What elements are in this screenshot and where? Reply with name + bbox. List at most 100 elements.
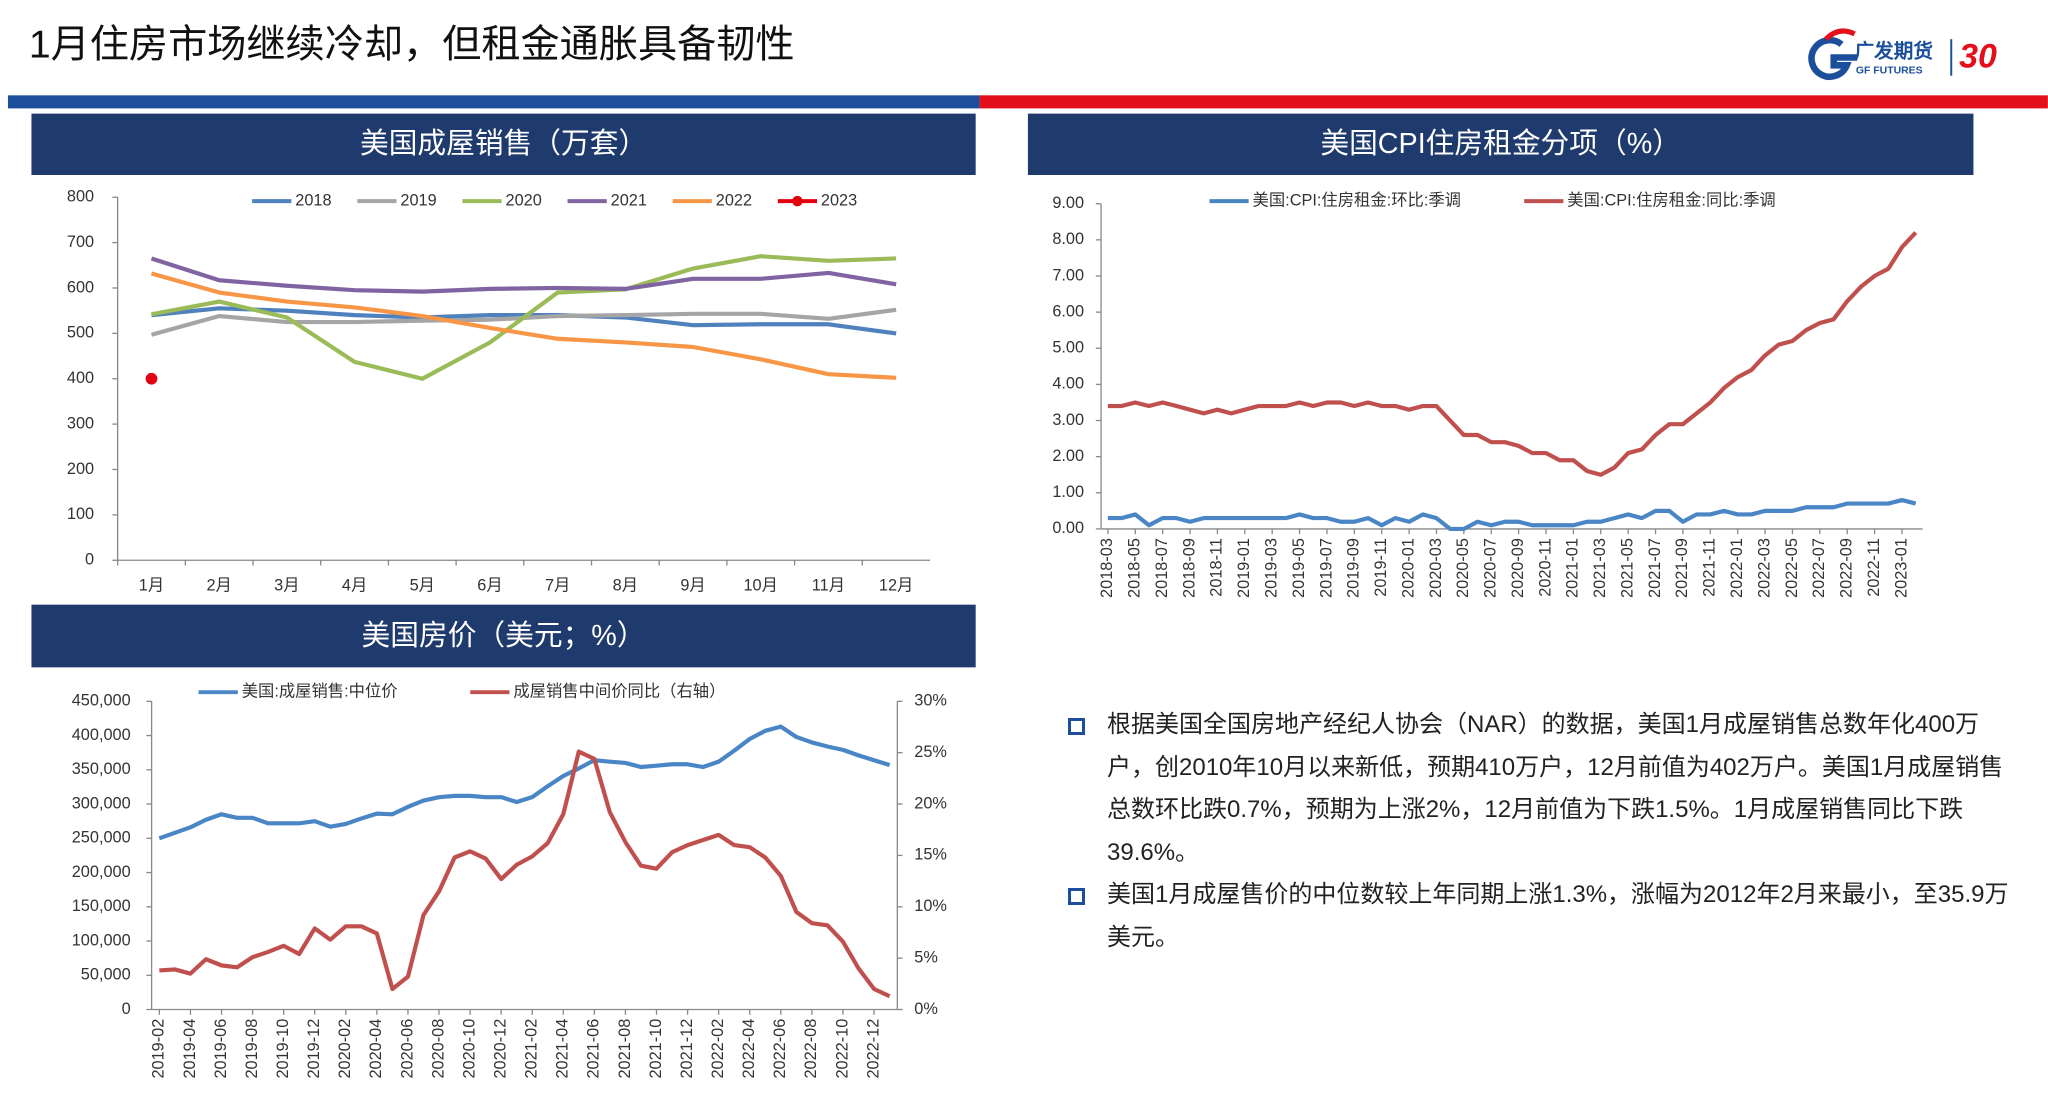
y-tick-label: 100,000	[72, 931, 131, 949]
legend-label: 美国:CPI:住房租金:同比:季调	[1567, 191, 1775, 209]
y-tick-label: 250,000	[72, 829, 131, 847]
logo-mark	[1808, 36, 1858, 80]
x-tick-label: 2022-07	[1810, 538, 1828, 598]
x-tick-label: 2018-09	[1180, 538, 1198, 598]
x-tick-label: 3月	[274, 577, 299, 595]
y-tick-label: 3.00	[1052, 411, 1084, 429]
y-tick-label: 0.00	[1052, 519, 1084, 537]
series-line	[150, 256, 897, 294]
x-tick-label: 2019-01	[1235, 538, 1253, 598]
y2-tick-label: 0%	[914, 1000, 938, 1018]
x-tick-label: 2021-12	[678, 1019, 696, 1079]
x-tick-label: 2019-12	[305, 1019, 323, 1079]
x-tick-label: 2022-01	[1728, 538, 1746, 598]
bullet-text: 根据美国全国房地产经纪人协会（NAR）的数据，美国1月成屋销售总数年化400万户…	[1107, 711, 2004, 866]
x-tick-label: 2018-11	[1208, 538, 1226, 597]
y2-tick-label: 20%	[914, 794, 947, 812]
x-tick-label: 2020-02	[336, 1019, 354, 1079]
bullet-text: 美国1月成屋售价的中位数较上年同期上涨1.3%，涨幅为2012年2月来最小，至3…	[1107, 881, 2009, 951]
x-tick-label: 2021-02	[523, 1019, 541, 1079]
legend-label: 2020	[506, 191, 542, 209]
x-tick-label: 2019-11	[1372, 538, 1390, 597]
bullet: 根据美国全国房地产经纪人协会（NAR）的数据，美国1月成屋销售总数年化400万户…	[1060, 704, 2020, 874]
x-tick-label: 10月	[744, 577, 778, 595]
x-tick-label: 7月	[545, 577, 570, 595]
y-tick-label: 400,000	[72, 726, 131, 744]
x-tick-label: 2月	[206, 577, 231, 595]
x-tick-label: 1月	[139, 577, 164, 595]
panel-banner	[31, 604, 976, 668]
series-line	[150, 271, 897, 380]
y-tick-label: 100	[67, 505, 94, 523]
panel-title: 美国房价（美元；%）	[362, 620, 646, 652]
x-tick-label: 2019-04	[181, 1019, 199, 1079]
x-tick-label: 2022-04	[740, 1019, 758, 1079]
x-tick-label: 2019-10	[274, 1019, 292, 1079]
x-tick-label: 2021-09	[1673, 538, 1691, 598]
legend-label: 2019	[400, 191, 436, 209]
x-tick-label: 2021-01	[1564, 538, 1582, 598]
header-bar-blue	[7, 95, 980, 109]
x-tick-label: 2020-05	[1454, 538, 1472, 598]
legend-label: 成屋销售中间价同比（右轴）	[513, 682, 725, 700]
x-tick-label: 9月	[680, 577, 705, 595]
y-tick-label: 50,000	[81, 966, 131, 984]
series-line	[151, 254, 897, 381]
x-tick-label: 2021-03	[1591, 538, 1609, 598]
y-tick-label: 0	[85, 551, 94, 569]
x-tick-label: 6月	[477, 577, 502, 595]
y-tick-label: 4.00	[1052, 375, 1084, 393]
x-tick-label: 2020-12	[491, 1019, 509, 1079]
panel-title: 美国成屋销售（万套）	[360, 128, 647, 160]
legend-label: 2023	[821, 191, 857, 209]
x-tick-label: 2021-07	[1646, 538, 1664, 598]
x-tick-label: 2022-10	[833, 1019, 851, 1079]
series-line	[1107, 497, 1917, 532]
x-tick-label: 2023-01	[1892, 538, 1910, 598]
panel-banner	[1027, 113, 1974, 176]
x-tick-label: 2019-07	[1317, 538, 1335, 598]
x-tick-label: 2020-09	[1509, 538, 1527, 598]
x-tick-label: 5月	[410, 577, 435, 595]
y-tick-label: 0	[122, 1000, 131, 1018]
y2-tick-label: 10%	[914, 897, 947, 915]
bullet-icon	[1068, 888, 1085, 905]
x-tick-label: 2019-05	[1290, 538, 1308, 598]
x-tick-label: 2022-12	[864, 1019, 882, 1079]
x-tick-label: 2021-04	[554, 1019, 572, 1079]
series-line	[158, 724, 891, 841]
y-tick-label: 200,000	[72, 863, 131, 881]
x-tick-label: 2021-11	[1701, 538, 1719, 597]
x-tick-label: 2020-04	[367, 1019, 385, 1079]
logo-anniversary: 30	[1959, 38, 1997, 76]
y-tick-label: 300	[67, 414, 94, 432]
page-title: 1月住房市场继续冷却，但租金通胀具备韧性	[29, 23, 795, 66]
y-tick-label: 6.00	[1052, 302, 1084, 320]
x-tick-label: 11月	[812, 577, 845, 595]
x-tick-label: 2019-03	[1263, 538, 1281, 598]
y-tick-label: 400	[67, 369, 94, 387]
legend-label: 美国:CPI:住房租金:环比:季调	[1253, 191, 1461, 209]
y-tick-label: 800	[67, 188, 94, 206]
legend-label: 2022	[716, 191, 752, 209]
legend-label: 2018	[295, 191, 331, 209]
y-tick-label: 1.00	[1052, 483, 1084, 501]
x-tick-label: 12月	[879, 577, 913, 595]
x-tick-label: 2020-11	[1536, 538, 1554, 597]
bullet-icon	[1068, 718, 1085, 735]
x-tick-label: 2022-11	[1865, 538, 1883, 597]
x-tick-label: 2020-08	[429, 1019, 447, 1079]
header-bar-red	[979, 95, 2048, 109]
y-tick-label: 450,000	[72, 692, 131, 710]
series-line	[1107, 231, 1918, 477]
x-tick-label: 2018-05	[1126, 538, 1144, 598]
x-tick-label: 2020-10	[460, 1019, 478, 1079]
legend-label: 2021	[611, 191, 647, 209]
x-tick-label: 2018-07	[1153, 538, 1171, 598]
x-tick-label: 2020-03	[1427, 538, 1445, 598]
y-tick-label: 700	[67, 233, 94, 251]
legend-marker	[792, 195, 803, 207]
bullet: 美国1月成屋售价的中位数较上年同期上涨1.3%，涨幅为2012年2月来最小，至3…	[1060, 874, 2020, 959]
